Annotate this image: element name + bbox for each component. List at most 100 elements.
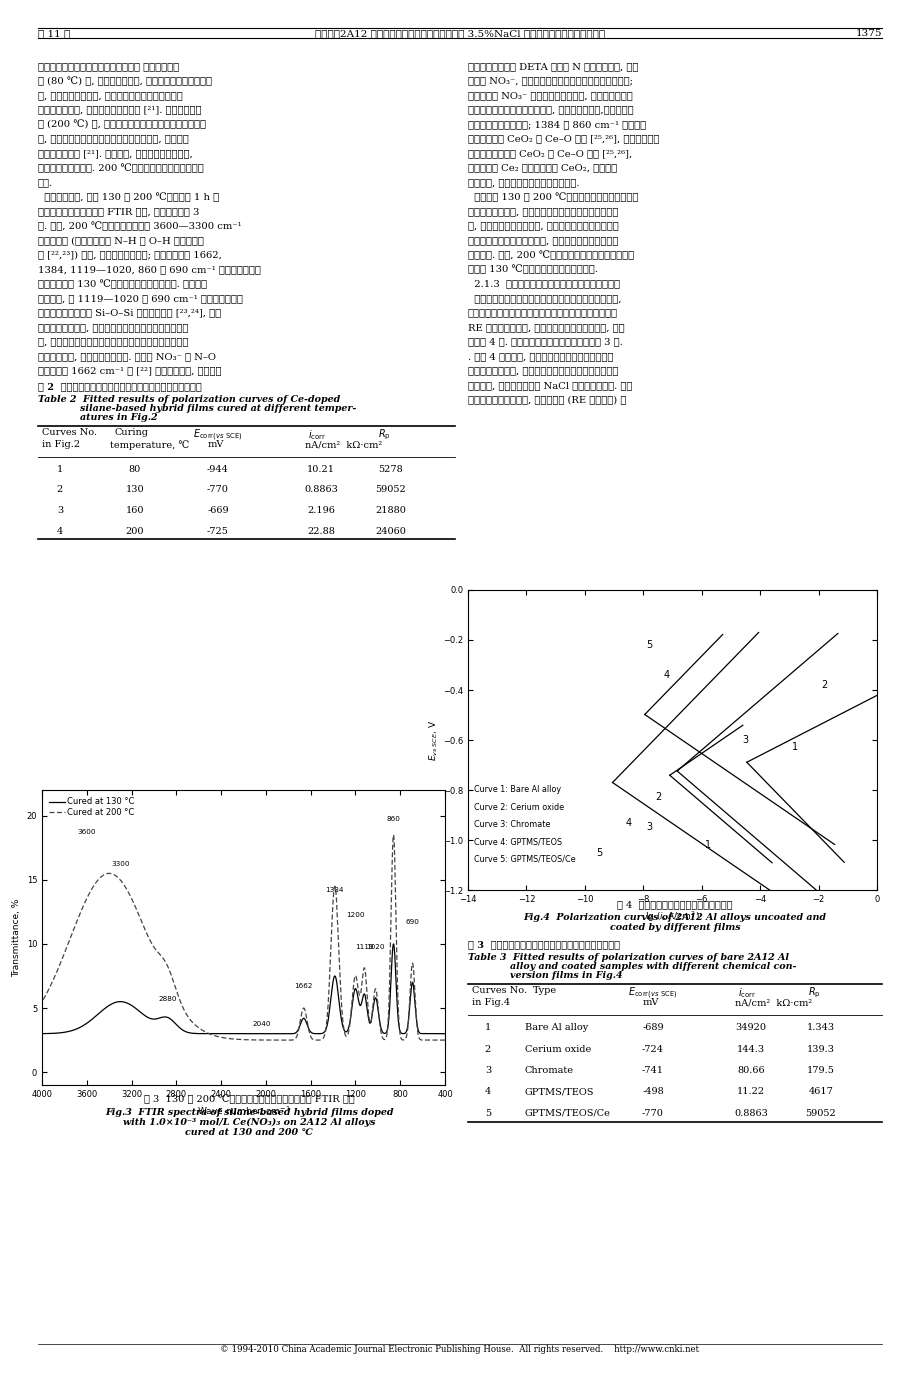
Cured at 130 °C [37, 1025, 48, 1041]
Text: nA/cm²  kΩ·cm²: nA/cm² kΩ·cm² [734, 998, 811, 1007]
Text: 2.196: 2.196 [307, 506, 335, 515]
Text: 2040: 2040 [252, 1021, 270, 1028]
Text: 度的升高, 在 1119—1020 和 690 cm⁻¹ 处吸收增强说明: 度的升高, 在 1119—1020 和 690 cm⁻¹ 处吸收增强说明 [38, 294, 243, 304]
Text: 第 11 期: 第 11 期 [38, 29, 70, 38]
Text: -725: -725 [207, 526, 229, 536]
Text: 0.8863: 0.8863 [733, 1109, 767, 1118]
Y-axis label: Transmittance, %: Transmittance, % [12, 899, 21, 977]
Text: -770: -770 [641, 1109, 664, 1118]
Text: © 1994-2010 China Academic Journal Electronic Publishing House.  All rights rese: © 1994-2010 China Academic Journal Elect… [221, 1345, 698, 1353]
Text: 5278: 5278 [379, 464, 403, 474]
Text: 张金等：2A12 铝合金表面锄盐掖杂硒烷杂化膜在 3.5%NaCl 溶液中耐蚀性能的电化学研究: 张金等：2A12 铝合金表面锄盐掖杂硒烷杂化膜在 3.5%NaCl 溶液中耐蚀性… [314, 29, 605, 38]
Text: Chromate: Chromate [525, 1066, 573, 1074]
Text: -741: -741 [641, 1066, 664, 1074]
Text: 3: 3 [57, 506, 63, 515]
Text: 1384, 1119—1020, 860 和 690 cm⁻¹ 各处的吸收强度: 1384, 1119—1020, 860 和 690 cm⁻¹ 各处的吸收强度 [38, 265, 261, 273]
Text: 21880: 21880 [375, 506, 406, 515]
Text: 铝合金的极化曲线相比, 杂化膜试片 (RE 掖杂前后) 的: 铝合金的极化曲线相比, 杂化膜试片 (RE 掖杂前后) 的 [468, 396, 626, 404]
Text: 解, 涂层表面出现大量裂纹, 其结果是显著降低了硒烷杂: 解, 涂层表面出现大量裂纹, 其结果是显著降低了硒烷杂 [468, 221, 618, 231]
Text: 2: 2 [654, 793, 660, 802]
Text: 制备了锄盐转化膜、醆酸盐转化膜、未掖杂硒烷杂化膜和: 制备了锄盐转化膜、醆酸盐转化膜、未掖杂硒烷杂化膜和 [468, 309, 618, 317]
Text: 2.1.3  铝合金表面不同化学转化膜的耐蚀性能比较: 2.1.3 铝合金表面不同化学转化膜的耐蚀性能比较 [468, 279, 619, 289]
Text: 导致涂层中固化剂 DETA 中部分 N 原子发生氧化, 生成: 导致涂层中固化剂 DETA 中部分 N 原子发生氧化, 生成 [468, 62, 638, 71]
Text: 34920: 34920 [734, 1024, 766, 1032]
Text: 杂化膜颜色逐渐加深. 200 ℃固化后的硒烷杂化膜乇现浅: 杂化膜颜色逐渐加深. 200 ℃固化后的硒烷杂化膜乇现浅 [38, 164, 203, 173]
Text: GPTMS/TEOS: GPTMS/TEOS [525, 1087, 594, 1096]
Text: Cerium oxide: Cerium oxide [525, 1044, 591, 1054]
Text: 59052: 59052 [375, 485, 406, 495]
Text: 在获得了稀土锄盐的最佳掖杂浓度和适宜的固化温度后,: 在获得了稀土锄盐的最佳掖杂浓度和适宜的固化温度后, [468, 294, 621, 304]
Text: 处吸收谱带 (由涂层中所含 N–H 和 O–H 伸缩振动引: 处吸收谱带 (由涂层中所含 N–H 和 O–H 伸缩振动引 [38, 236, 204, 245]
Text: 0.8863: 0.8863 [304, 485, 337, 495]
Text: 1662: 1662 [294, 982, 312, 989]
Text: 表 2  不同固化温度下锄盐掖杂硒烷杂化膜极化曲线拟合结果: 表 2 不同固化温度下锄盐掖杂硒烷杂化膜极化曲线拟合结果 [38, 382, 201, 392]
Text: Fig.4  Polarization curves of 2A12 Al alloys uncoated and: Fig.4 Polarization curves of 2A12 Al all… [523, 912, 825, 922]
Text: 层金属膀蚀性大幅下降; 1384 和 860 cm⁻¹ 两吸收峰: 层金属膀蚀性大幅下降; 1384 和 860 cm⁻¹ 两吸收峰 [468, 120, 645, 129]
Text: 到达金属基体, 从而产生基体腐蚀. 在代表 NO₃⁻ 中 N–O: 到达金属基体, 从而产生基体腐蚀. 在代表 NO₃⁻ 中 N–O [38, 352, 216, 361]
Text: 2880: 2880 [158, 996, 176, 1002]
Text: 24060: 24060 [375, 526, 406, 536]
Text: 4: 4 [625, 818, 631, 827]
Text: atures in Fig.2: atures in Fig.2 [80, 414, 157, 422]
Text: 著小于 130 ℃时固化成膜样品的极化电阵.: 著小于 130 ℃时固化成膜样品的极化电阵. [468, 265, 597, 275]
Line: Cured at 200 °C: Cured at 200 °C [42, 835, 445, 1040]
Text: 中. 可见, 200 ℃固化的杂化涂层在 3600—3300 cm⁻¹: 中. 可见, 200 ℃固化的杂化涂层在 3600—3300 cm⁻¹ [38, 221, 242, 231]
Text: 同时生成的 NO₃⁻ 改变了涂层的渗透压, 使膀蚀溶液中的: 同时生成的 NO₃⁻ 改变了涂层的渗透压, 使膀蚀溶液中的 [468, 91, 632, 100]
X-axis label: Wave number, cm$^{-1}$: Wave number, cm$^{-1}$ [197, 1105, 290, 1118]
Text: $i_\mathrm{corr}$: $i_\mathrm{corr}$ [737, 987, 755, 1000]
Text: 1020: 1020 [366, 944, 384, 951]
Text: Type: Type [532, 987, 557, 995]
Text: 5: 5 [484, 1109, 491, 1118]
Line: Cured at 130 °C: Cured at 130 °C [42, 944, 445, 1033]
Cured at 130 °C [183, 1025, 194, 1041]
Text: alloy and coated samples with different chemical con-: alloy and coated samples with different … [509, 962, 796, 971]
Cured at 130 °C [419, 1025, 430, 1041]
Text: 明显相对强于 130 ℃固化所得涂层的吸收强度. 随固化温: 明显相对强于 130 ℃固化所得涂层的吸收强度. 随固化温 [38, 279, 207, 289]
X-axis label: lg ($i$, A/cm$^2$): lg ($i$, A/cm$^2$) [644, 910, 699, 923]
Text: in Fig.2: in Fig.2 [42, 440, 80, 449]
Cured at 130 °C [200, 1025, 211, 1041]
Text: $R_\mathrm{p}$: $R_\mathrm{p}$ [807, 987, 820, 1000]
Text: 黄色.: 黄色. [38, 179, 53, 187]
Text: -669: -669 [207, 506, 229, 515]
Text: nA/cm²  kΩ·cm²: nA/cm² kΩ·cm² [305, 440, 381, 449]
Text: 图 3  130 和 200 ℃下固化的锄盐掖杂硒烷杂化膜的 FTIR 谱图: 图 3 130 和 200 ℃下固化的锄盐掖杂硒烷杂化膜的 FTIR 谱图 [143, 1095, 354, 1105]
Text: 59052: 59052 [805, 1109, 835, 1118]
Text: 易于发生. 因此, 200 ℃下成膜铝合金电极的极化电阵量: 易于发生. 因此, 200 ℃下成膜铝合金电极的极化电阵量 [468, 250, 633, 260]
Text: 对大表明含 Ce₂ 的锄盐氧化为 CeO₂, 此氧化物: 对大表明含 Ce₂ 的锄盐氧化为 CeO₂, 此氧化物 [468, 164, 617, 173]
Text: 11.22: 11.22 [736, 1087, 765, 1096]
Text: Curves No.: Curves No. [471, 987, 527, 995]
Text: 179.5: 179.5 [806, 1066, 834, 1074]
Text: 4: 4 [663, 671, 669, 680]
Text: 的红外光谱图可知, 固化温度过高会导致涂层发生部分分: 的红外光谱图可知, 固化温度过高会导致涂层发生部分分 [468, 207, 618, 216]
Text: silane-based hybrid films cured at different temper-: silane-based hybrid films cured at diffe… [80, 404, 356, 414]
Text: $R_\mathrm{p}$: $R_\mathrm{p}$ [378, 427, 391, 442]
Text: 1375: 1375 [855, 29, 881, 38]
Text: 图 4  铝合金电极表面处理前后的极堖曲线: 图 4 铝合金电极表面处理前后的极堖曲线 [617, 900, 732, 910]
Cured at 130 °C [439, 1025, 450, 1041]
Text: 22.88: 22.88 [307, 526, 335, 536]
Cured at 200 °C [37, 993, 48, 1010]
Text: 3: 3 [645, 823, 652, 833]
Text: 理, 甚至在杂化膜与金属基体间生成新的物相, 降低硒烷: 理, 甚至在杂化膜与金属基体间生成新的物相, 降低硒烷 [38, 135, 188, 143]
Text: Fig.3  FTIR spectra of silane-based hybrid films doped: Fig.3 FTIR spectra of silane-based hybri… [105, 1107, 392, 1117]
Text: 1119: 1119 [355, 944, 373, 951]
Cured at 200 °C [183, 1010, 194, 1026]
Legend: Cured at 130 °C, Cured at 200 °C: Cured at 130 °C, Cured at 200 °C [46, 794, 138, 820]
Text: 涂层中形成了更多的 Si–O–Si 无机网络结构 [²³,²⁴], 从而: 涂层中形成了更多的 Si–O–Si 无机网络结构 [²³,²⁴], 从而 [38, 309, 221, 317]
Text: 200: 200 [126, 526, 144, 536]
Text: 反映涂层所含 CeO₂ 中 Ce–O 振动 [²⁵,²⁶], 其吸收强度相: 反映涂层所含 CeO₂ 中 Ce–O 振动 [²⁵,²⁶], 其吸收强度相 [468, 135, 659, 143]
Text: 4617: 4617 [808, 1087, 833, 1096]
Text: 纹, 在涂层浸泡过程中将有更多的膀蚀溶液通过这些裂纹: 纹, 在涂层浸泡过程中将有更多的膀蚀溶液通过这些裂纹 [38, 338, 188, 346]
Text: 表 3  裸铝合金及其各种表面处理试样极化曲线拟合结果: 表 3 裸铝合金及其各种表面处理试样极化曲线拟合结果 [468, 940, 619, 949]
Text: 急剑增大, 表明裸铝合金在 NaCl 溶液中膀蚀严重. 与裸: 急剑增大, 表明裸铝合金在 NaCl 溶液中膀蚀严重. 与裸 [468, 381, 631, 390]
Text: 3600: 3600 [77, 829, 96, 835]
Text: RE 掖杂硒烷杂化膜, 对它们进行了极化曲线测试, 结果: RE 掖杂硒烷杂化膜, 对它们进行了极化曲线测试, 结果 [468, 323, 624, 333]
Text: $E_\mathrm{corr(\mathit{vs}\ SCE)}$: $E_\mathrm{corr(\mathit{vs}\ SCE)}$ [628, 987, 677, 1002]
Text: -944: -944 [207, 464, 229, 474]
Text: 80.66: 80.66 [736, 1066, 764, 1074]
Cured at 130 °C [388, 936, 399, 952]
Text: Bare Al alloy: Bare Al alloy [525, 1024, 587, 1032]
Text: 支表现出活性溶解, 阳极极化电流密度随极化电位的升高: 支表现出活性溶解, 阳极极化电流密度随极化电位的升高 [468, 367, 618, 375]
Text: GPTMS/TEOS/Ce: GPTMS/TEOS/Ce [525, 1109, 610, 1118]
